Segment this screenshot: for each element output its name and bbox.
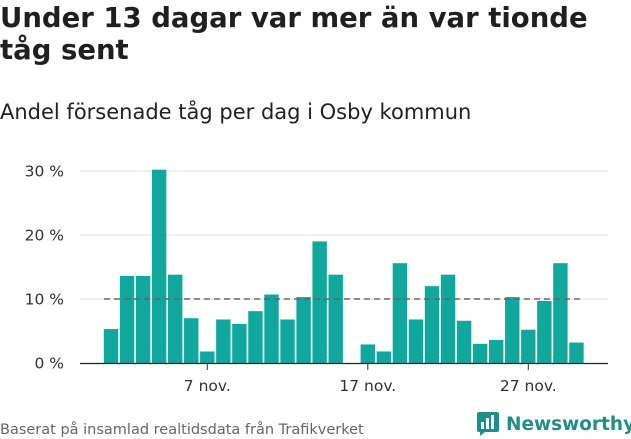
bar bbox=[248, 311, 263, 363]
bar bbox=[312, 241, 327, 363]
bar bbox=[472, 343, 488, 363]
bar bbox=[569, 342, 584, 363]
bar bbox=[521, 329, 536, 363]
y-tick-label: 30 % bbox=[25, 163, 64, 181]
bar bbox=[505, 297, 520, 363]
bar bbox=[296, 297, 311, 363]
bar bbox=[216, 319, 231, 363]
bar bbox=[151, 169, 167, 363]
bar bbox=[280, 319, 295, 363]
bar bbox=[232, 323, 247, 363]
y-tick-label: 0 % bbox=[34, 355, 64, 373]
bar bbox=[553, 263, 568, 363]
bar bbox=[119, 275, 135, 363]
chart-subtitle: Andel försenade tåg per dag i Osby kommu… bbox=[0, 100, 472, 124]
bar bbox=[489, 339, 504, 363]
bar bbox=[168, 274, 183, 363]
bar bbox=[200, 351, 215, 363]
bar bbox=[264, 294, 279, 363]
bar bbox=[537, 300, 552, 363]
y-tick-label: 10 % bbox=[25, 291, 64, 309]
bar bbox=[135, 275, 151, 363]
x-tick-label: 27 nov. bbox=[500, 377, 557, 395]
chart-title: Under 13 dagar var mer än var tionde tåg… bbox=[0, 2, 588, 66]
bar bbox=[184, 318, 199, 363]
brand-name: Newsworthy bbox=[506, 413, 631, 435]
bar bbox=[456, 320, 472, 363]
bar-chart: 0 % 10 % 20 % 30 % 7 nov. 17 nov. 27 nov. bbox=[25, 163, 608, 395]
newsworthy-logo-icon bbox=[477, 412, 499, 436]
bar bbox=[440, 274, 456, 363]
y-tick-label: 20 % bbox=[25, 227, 64, 245]
bar bbox=[360, 344, 375, 363]
x-tick-label: 17 nov. bbox=[339, 377, 396, 395]
x-tick-label: 7 nov. bbox=[184, 377, 231, 395]
bar bbox=[376, 351, 392, 363]
bar bbox=[408, 319, 424, 363]
source-note: Baserat på insamlad realtidsdata från Tr… bbox=[0, 422, 364, 438]
bar bbox=[103, 329, 119, 363]
bar bbox=[424, 286, 440, 363]
bar bbox=[392, 263, 408, 363]
bar bbox=[328, 274, 343, 363]
brand-logo: Newsworthy bbox=[476, 410, 631, 438]
